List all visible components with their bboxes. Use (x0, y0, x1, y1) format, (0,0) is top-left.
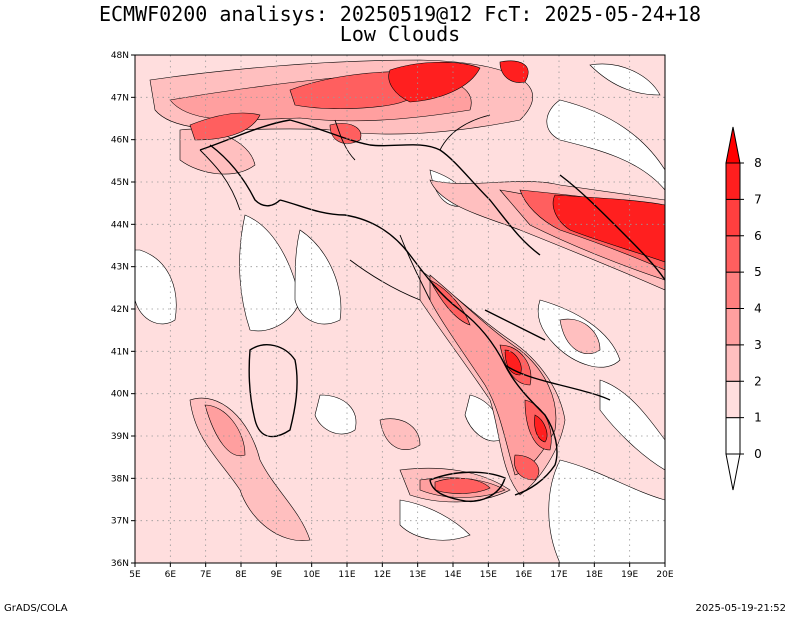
lon-tick-label: 12E (374, 570, 391, 580)
colorbar-segment (725, 308, 741, 346)
colorbar-segment (725, 162, 741, 200)
lat-tick-label: 46N (111, 136, 129, 146)
lon-tick-label: 10E (303, 570, 320, 580)
lon-tick-label: 9E (271, 570, 283, 580)
colorbar-label: 7 (754, 192, 762, 206)
colorbar-label: 6 (754, 229, 762, 243)
lon-tick-label: 7E (200, 570, 212, 580)
footer-timestamp: 2025-05-19-21:52 (695, 603, 786, 614)
colorbar-label: 1 (754, 411, 762, 425)
colorbar-segment (725, 235, 741, 273)
lon-tick-label: 13E (409, 570, 426, 580)
lon-tick-label: 11E (338, 570, 355, 580)
lat-tick-label: 38N (111, 474, 129, 484)
colorbar-label: 4 (754, 302, 762, 316)
chart-title: ECMWF0200 analisys: 20250519@12 FcT: 202… (98, 2, 702, 26)
lat-tick-label: 37N (111, 517, 129, 527)
lon-tick-label: 15E (480, 570, 497, 580)
colorbar-segment (725, 417, 741, 455)
coastlines (199, 119, 665, 502)
chart-subtitle: Low Clouds (339, 22, 461, 46)
lon-tick-label: 8E (235, 570, 247, 580)
country-borders (199, 114, 491, 301)
lon-tick-label: 17E (550, 570, 567, 580)
lon-tick-label: 14E (444, 570, 461, 580)
lon-tick-label: 16E (515, 570, 532, 580)
lon-tick-label: 5E (129, 570, 141, 580)
lon-axis: 5E 6E 7E 8E 9E 10E 11E 12E 13E 14E 15E 16E 17E 18E 19E… (129, 563, 674, 580)
colorbar-label: 2 (754, 374, 762, 388)
lat-tick-label: 45N (111, 178, 129, 188)
lat-tick-label: 40N (111, 390, 129, 400)
lat-tick-label: 48N (111, 51, 129, 61)
lon-tick-label: 20E (656, 570, 673, 580)
cloud-level-7 (388, 60, 665, 443)
lat-tick-label: 47N (111, 93, 129, 103)
colorbar-label: 8 (754, 156, 762, 170)
footer-credit: GrADS/COLA (4, 603, 68, 614)
lat-tick-label: 42N (111, 305, 129, 315)
colorbar-label: 0 (754, 447, 762, 461)
lat-tick-label: 39N (111, 432, 129, 442)
lon-tick-label: 19E (621, 570, 638, 580)
colorbar-label: 3 (754, 338, 762, 352)
colorbar-segment (725, 344, 741, 382)
lat-tick-label: 43N (111, 263, 129, 273)
lon-tick-label: 6E (165, 570, 177, 580)
colorbar-label: 5 (754, 265, 762, 279)
lat-axis: 48N 47N 46N 45N 44N 43N 42N 41N 40N 39N 38N 37N 36N (111, 51, 135, 569)
lat-tick-label: 36N (111, 559, 129, 569)
lat-tick-label: 44N (111, 220, 129, 230)
lon-tick-label: 18E (586, 570, 603, 580)
colorbar-segment (725, 198, 741, 237)
colorbar-segment (725, 271, 741, 309)
map-grid (135, 55, 665, 563)
colorbar-top-arrow (725, 126, 741, 164)
colorbar: 0 1 2 3 4 5 6 7 8 (725, 126, 762, 491)
colorbar-segment (725, 380, 741, 419)
lat-tick-label: 41N (111, 347, 129, 357)
colorbar-bottom-arrow (725, 453, 741, 491)
